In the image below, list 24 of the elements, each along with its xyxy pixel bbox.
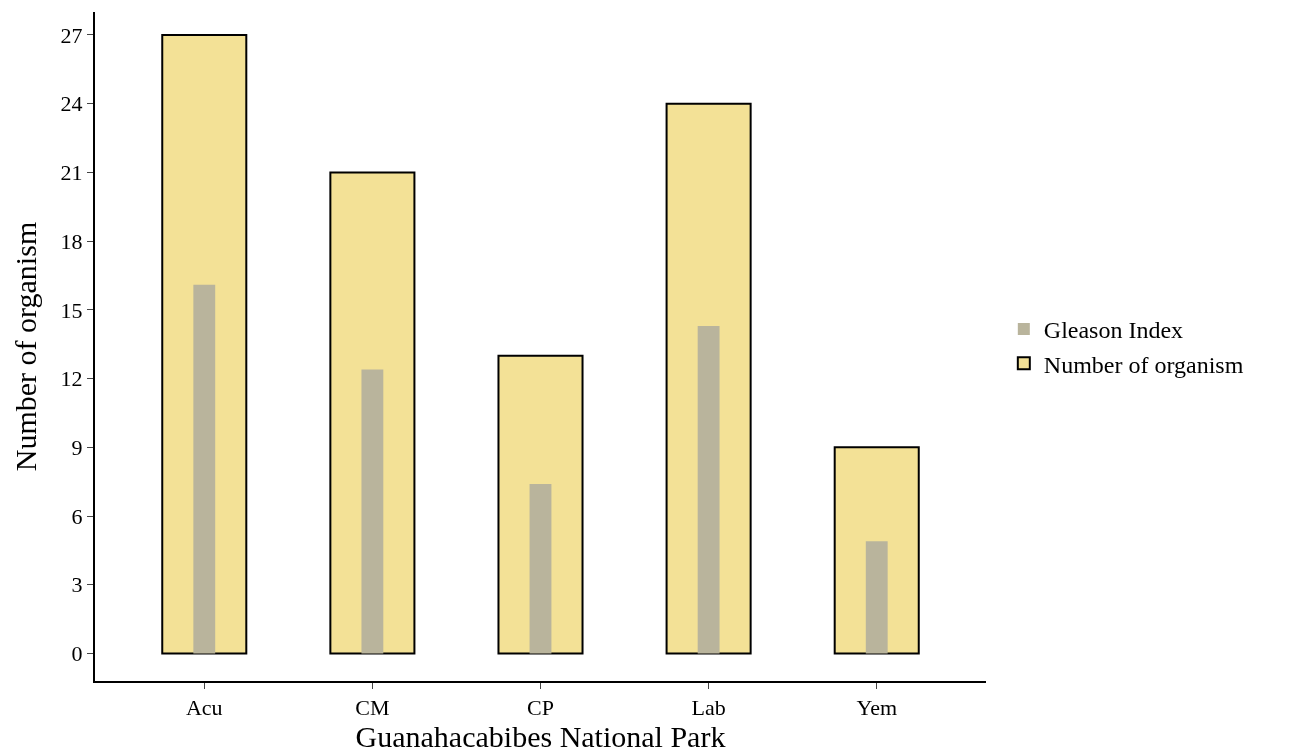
bar [697, 325, 720, 654]
x-tick-label: Lab [691, 695, 726, 721]
bar [865, 541, 888, 654]
x-tick-label: CP [527, 695, 554, 721]
y-tick-label: 12 [60, 366, 83, 392]
x-tick-label: Yem [856, 695, 898, 721]
y-tick-label: 18 [60, 228, 83, 254]
y-tick-label: 15 [60, 297, 83, 323]
legend-label: Gleason Index [1043, 317, 1184, 344]
y-tick-label: 24 [60, 91, 83, 117]
x-tick-label: CM [355, 695, 390, 721]
y-tick-label: 27 [60, 22, 83, 48]
y-tick-label: 21 [60, 160, 83, 186]
y-axis-title: Number of organism [9, 221, 43, 472]
bar [193, 284, 216, 654]
y-tick-label: 3 [71, 572, 83, 598]
legend-label: Number of organism [1043, 351, 1244, 378]
y-tick-label: 6 [71, 503, 83, 529]
y-tick-label: 0 [71, 641, 83, 667]
bar [361, 369, 384, 654]
x-tick-label: Acu [185, 695, 223, 721]
y-tick-label: 9 [71, 435, 83, 461]
bar [529, 483, 552, 654]
x-axis-title: Guanahacabibes National Park [355, 720, 726, 754]
